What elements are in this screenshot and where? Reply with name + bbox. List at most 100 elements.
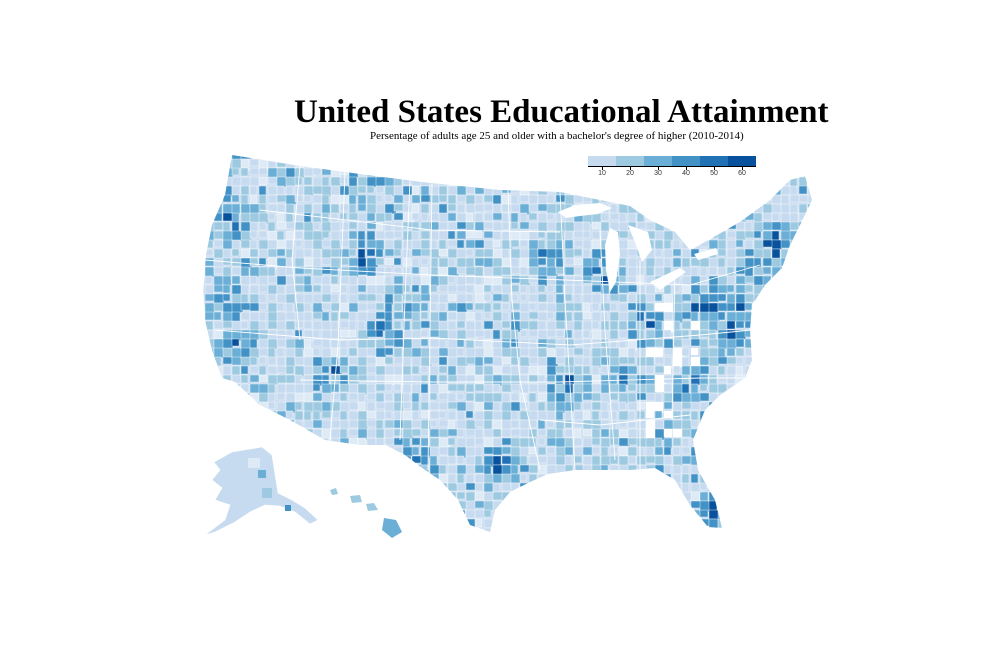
county-cell bbox=[591, 248, 603, 260]
county-cell bbox=[564, 383, 574, 395]
county-cell bbox=[222, 248, 232, 260]
county-cell bbox=[258, 275, 269, 287]
county-cell bbox=[474, 356, 484, 367]
county-cell bbox=[555, 266, 567, 275]
county-cell bbox=[429, 491, 442, 500]
county-cell bbox=[492, 212, 503, 221]
county-cell bbox=[348, 356, 360, 366]
county-cell bbox=[393, 437, 404, 446]
county-cell bbox=[744, 500, 757, 513]
county-cell bbox=[213, 185, 226, 198]
county-cell bbox=[762, 428, 775, 441]
county-cell bbox=[204, 383, 217, 392]
county-cell bbox=[240, 356, 252, 367]
county-cell bbox=[555, 284, 564, 294]
county-cell bbox=[798, 383, 810, 394]
county-cell bbox=[654, 482, 663, 491]
county-cell bbox=[483, 509, 492, 518]
county-cell bbox=[258, 221, 267, 231]
county-cell bbox=[393, 293, 403, 303]
county-cell bbox=[735, 455, 746, 465]
county-cell bbox=[618, 275, 627, 285]
county-cell bbox=[411, 221, 420, 232]
county-cell bbox=[519, 194, 530, 203]
county-cell bbox=[321, 158, 330, 170]
county-cell bbox=[573, 221, 585, 233]
county-cell bbox=[294, 320, 305, 329]
county-cell bbox=[402, 356, 412, 368]
county-cell bbox=[771, 401, 781, 411]
county-cell bbox=[591, 230, 601, 240]
county-cell bbox=[420, 365, 429, 374]
county-cell bbox=[429, 329, 441, 338]
county-cell bbox=[663, 239, 672, 250]
county-cell bbox=[357, 464, 367, 477]
county-cell bbox=[285, 446, 296, 455]
county-cell bbox=[645, 302, 655, 312]
county-cell bbox=[681, 455, 692, 465]
county-cell bbox=[555, 248, 564, 259]
county-cell bbox=[294, 230, 304, 240]
county-cell bbox=[780, 446, 792, 457]
county-cell bbox=[582, 248, 591, 259]
county-cell bbox=[726, 464, 739, 476]
county-cell bbox=[789, 419, 798, 432]
county-cell bbox=[492, 266, 504, 277]
county-cell bbox=[213, 401, 223, 413]
county-cell bbox=[474, 155, 485, 160]
hawaii-island bbox=[330, 488, 338, 495]
county-cell bbox=[528, 383, 539, 393]
county-cell bbox=[537, 230, 546, 239]
county-cell bbox=[411, 527, 421, 532]
county-cell bbox=[231, 365, 241, 376]
county-cell bbox=[627, 473, 640, 482]
county-cell bbox=[438, 248, 449, 257]
county-cell bbox=[528, 284, 537, 295]
county-cell bbox=[429, 383, 441, 395]
county-cell bbox=[744, 194, 753, 207]
county-cell bbox=[717, 203, 727, 212]
county-cell bbox=[402, 176, 414, 186]
county-cell bbox=[546, 401, 556, 413]
county-cell bbox=[393, 158, 403, 171]
county-cell bbox=[609, 527, 622, 532]
county-cell bbox=[600, 527, 609, 532]
lake-ontario bbox=[694, 248, 718, 260]
county-cell bbox=[339, 320, 350, 329]
county-cell bbox=[618, 203, 629, 215]
county-cell bbox=[375, 257, 385, 266]
county-cell bbox=[213, 230, 225, 240]
county-cell bbox=[780, 320, 789, 332]
county-cell bbox=[609, 383, 620, 393]
county-cell bbox=[663, 482, 673, 495]
county-cell bbox=[798, 257, 808, 269]
county-cell bbox=[276, 302, 285, 312]
county-cell bbox=[627, 185, 637, 198]
county-cell bbox=[321, 383, 333, 395]
county-cell bbox=[213, 446, 226, 457]
county-cell bbox=[528, 320, 539, 331]
county-cell bbox=[807, 356, 812, 369]
county-cell bbox=[636, 527, 648, 532]
county-cell bbox=[681, 374, 690, 386]
county-cell bbox=[726, 383, 739, 394]
county-cell bbox=[294, 482, 305, 493]
county-cell bbox=[411, 455, 422, 464]
county-cell bbox=[213, 203, 223, 215]
hawaii-island bbox=[382, 518, 402, 538]
county-cell bbox=[492, 365, 504, 375]
county-cell bbox=[627, 293, 637, 304]
county-cell bbox=[402, 491, 412, 502]
county-cell bbox=[510, 356, 520, 366]
county-cell bbox=[375, 212, 386, 223]
county-cell bbox=[447, 500, 456, 512]
county-cell bbox=[762, 320, 773, 332]
county-cell bbox=[213, 509, 225, 521]
county-cell bbox=[717, 329, 729, 340]
county-cell bbox=[573, 437, 583, 447]
county-cell bbox=[564, 446, 574, 456]
county-cell bbox=[375, 194, 384, 203]
county-cell bbox=[627, 464, 638, 475]
county-cell bbox=[348, 248, 357, 257]
county-cell bbox=[303, 464, 313, 476]
